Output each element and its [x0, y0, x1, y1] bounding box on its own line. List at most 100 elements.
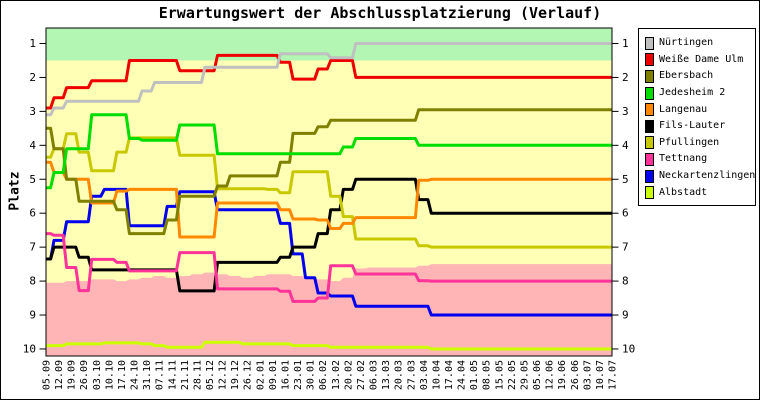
y-tick-label: 6 — [622, 207, 629, 220]
legend-item-label: Jedesheim 2 — [659, 87, 726, 99]
x-tick-label: 19.06 — [557, 360, 568, 390]
x-tick-label: 10.04 — [431, 360, 442, 390]
y-tick-label: 9 — [29, 309, 36, 322]
legend-item: Langenau — [639, 101, 755, 118]
legend-item-label: Weiße Dame Ulm — [659, 53, 744, 65]
y-tick-label: 3 — [29, 105, 36, 118]
x-tick-label: 14.11 — [167, 360, 178, 390]
x-tick-label: 06.03 — [369, 360, 380, 390]
y-tick-label: 2 — [29, 71, 36, 84]
legend-item-label: Pfullingen — [659, 136, 720, 148]
y-tick-label: 10 — [23, 342, 36, 355]
legend: Nürtingen Weiße Dame Ulm Ebersbach Jedeshei… — [638, 28, 756, 206]
legend-item-label: Ebersbach — [659, 70, 714, 82]
x-tick-label: 22.05 — [507, 360, 518, 390]
x-tick-label: 17.10 — [117, 360, 128, 390]
y-tick-label: 7 — [29, 241, 36, 254]
x-tick-label: 20.03 — [394, 360, 405, 390]
x-tick-label: 26.06 — [570, 360, 581, 390]
x-tick-label: 07.11 — [155, 360, 166, 390]
legend-swatch-icon — [645, 69, 654, 83]
y-tick-label: 3 — [622, 105, 629, 118]
x-tick-label: 10.07 — [595, 360, 606, 390]
y-tick-label: 8 — [622, 275, 629, 288]
legend-item-label: Neckartenzlingen — [659, 170, 756, 182]
legend-item: Tettnang — [639, 151, 755, 168]
x-tick-label: 02.01 — [255, 360, 266, 390]
x-tick-label: 30.01 — [306, 360, 317, 390]
y-tick-label: 1 — [29, 37, 36, 50]
x-tick-label: 03.07 — [582, 360, 593, 390]
x-tick-label: 05.09 — [42, 360, 53, 390]
x-tick-label: 29.05 — [519, 360, 530, 390]
series-line — [46, 232, 612, 303]
series-line — [46, 340, 612, 351]
y-tick-label: 1 — [622, 37, 629, 50]
y-tick-label: 8 — [29, 275, 36, 288]
x-tick-label: 12.06 — [545, 360, 556, 390]
series-line — [46, 42, 612, 117]
legend-item: Nürtingen — [639, 35, 755, 52]
y-tick-label: 9 — [622, 309, 629, 322]
x-tick-label: 28.11 — [192, 360, 203, 390]
x-tick-label: 19.12 — [230, 360, 241, 390]
legend-item: Ebersbach — [639, 68, 755, 85]
x-tick-label: 17.07 — [608, 360, 619, 390]
x-tick-label: 24.04 — [457, 360, 468, 390]
legend-swatch-icon — [645, 36, 654, 50]
x-tick-label: 03.04 — [419, 360, 430, 390]
legend-item-label: Nürtingen — [659, 37, 714, 49]
y-tick-label: 2 — [622, 71, 629, 84]
x-tick-label: 05.06 — [532, 360, 543, 390]
y-tick-label: 7 — [622, 241, 629, 254]
chart-title: Erwartungswert der Abschlussplatzierung … — [158, 4, 602, 22]
legend-item: Weiße Dame Ulm — [639, 52, 755, 69]
legend-item: Albstadt — [639, 184, 755, 201]
series-line — [46, 160, 612, 239]
x-tick-label: 21.11 — [180, 360, 191, 390]
y-tick-label: 4 — [622, 139, 629, 152]
x-tick-label: 12.09 — [54, 360, 65, 390]
legend-item-label: Albstadt — [659, 186, 708, 198]
x-tick-label: 13.03 — [381, 360, 392, 390]
x-tick-label: 03.10 — [92, 360, 103, 390]
legend-swatch-icon — [645, 186, 654, 200]
series-line — [46, 108, 612, 236]
x-tick-label: 27.03 — [406, 360, 417, 390]
x-tick-label: 24.10 — [130, 360, 141, 390]
x-tick-label: 27.02 — [356, 360, 367, 390]
y-tick-label: 4 — [29, 139, 36, 152]
plot-frame — [45, 27, 613, 357]
series-line — [46, 113, 612, 190]
legend-swatch-icon — [645, 152, 654, 166]
series-line — [46, 53, 612, 110]
legend-item-label: Langenau — [659, 103, 708, 115]
x-tick-label: 20.02 — [343, 360, 354, 390]
y-tick-label: 5 — [622, 173, 629, 186]
legend-swatch-icon — [645, 119, 654, 133]
legend-swatch-icon — [645, 53, 654, 67]
x-tick-label: 31.10 — [142, 360, 153, 390]
x-tick-label: 16.01 — [280, 360, 291, 390]
x-tick-label: 09.01 — [268, 360, 279, 390]
x-tick-label: 13.02 — [331, 360, 342, 390]
x-tick-label: 26.12 — [243, 360, 254, 390]
legend-swatch-icon — [645, 136, 654, 150]
y-tick-label: 6 — [29, 207, 36, 220]
x-tick-label: 06.02 — [318, 360, 329, 390]
x-tick-label: 15.05 — [494, 360, 505, 390]
x-tick-label: 17.04 — [444, 360, 455, 390]
legend-item: Pfullingen — [639, 135, 755, 152]
x-tick-label: 01.05 — [469, 360, 480, 390]
legend-swatch-icon — [645, 86, 654, 100]
legend-item-label: Tettnang — [659, 153, 708, 165]
x-tick-label: 26.09 — [79, 360, 90, 390]
x-tick-label: 23.01 — [293, 360, 304, 390]
band-relegation — [46, 264, 612, 356]
y-tick-label: 10 — [622, 342, 635, 355]
legend-item-label: Fils-Lauter — [659, 120, 726, 132]
y-tick-label: 5 — [29, 173, 36, 186]
x-tick-label: 12.12 — [218, 360, 229, 390]
